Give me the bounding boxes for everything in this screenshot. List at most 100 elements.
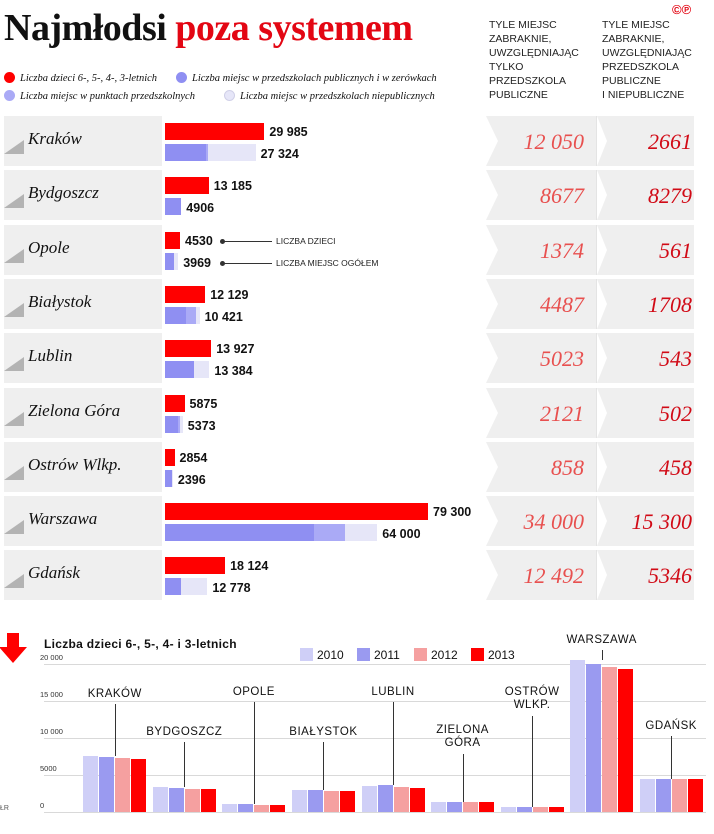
row-divider-line	[596, 225, 597, 275]
row-panel-chevron	[486, 279, 498, 329]
legend-dot	[176, 72, 187, 83]
row-divider-line	[596, 170, 597, 220]
column-header-all-line: ZABRAKNIE,	[602, 33, 665, 45]
bottom-legend-item: 2011	[357, 648, 400, 662]
category-pointer-line	[532, 716, 534, 807]
legend-label: Liczba dzieci 6-, 5-, 4-, 3-letnich	[20, 73, 158, 84]
places-bar-segment	[171, 470, 173, 487]
bar	[516, 806, 532, 812]
gridline	[44, 701, 706, 702]
category-pointer-line	[671, 736, 673, 779]
row-panel-chevron	[486, 496, 498, 546]
places-label: 10 421	[204, 310, 243, 324]
column-header-public-line: PRZEDSZKOLA	[489, 75, 567, 87]
row-divider-chevron	[597, 388, 607, 438]
row-arrow-icon	[4, 574, 24, 588]
row-arrow-icon	[4, 520, 24, 534]
row-city-name: Bydgoszcz	[28, 183, 99, 202]
row-divider-chevron	[597, 442, 607, 492]
row-arrow-icon	[4, 140, 24, 154]
annotation-dot	[220, 261, 225, 266]
row-city-name: Warszawa	[28, 509, 98, 528]
bottom-legend-label: 2011	[374, 648, 400, 662]
column-header-public-line: ZABRAKNIE,	[489, 33, 552, 45]
row-city-name: Opole	[28, 238, 70, 257]
annotation-line-places	[222, 263, 272, 264]
children-bar	[165, 177, 209, 194]
down-arrow-shape	[0, 633, 27, 663]
bar	[431, 802, 447, 812]
bottom-legend-label: 2012	[431, 648, 458, 662]
category-pointer-line	[323, 742, 325, 790]
children-bar	[165, 123, 265, 140]
gridline	[44, 812, 706, 813]
row-divider-line	[596, 333, 597, 383]
column-header-public-line: TYLE MIEJSC	[489, 19, 557, 31]
y-tick-label: 10 000	[40, 727, 63, 736]
bottom-legend-item: 2010	[300, 648, 344, 662]
column-header-all-line: PRZEDSZKOLA	[602, 61, 680, 73]
children-bar	[165, 232, 180, 249]
legend-item-points: Liczba miejsc w punktach przedszkolnych	[4, 90, 195, 102]
children-bar	[165, 449, 175, 466]
bar	[254, 804, 270, 812]
row-bar-panel	[162, 388, 486, 438]
places-bar-segment	[165, 198, 182, 215]
bar	[184, 788, 200, 812]
places-bar-segment	[165, 144, 206, 161]
bottom-legend-swatch	[471, 648, 484, 661]
shortage-all-value: 8279	[648, 183, 692, 208]
category-pointer-line	[253, 702, 255, 804]
legend-label: Liczba miejsc w punktach przedszkolnych	[20, 91, 195, 102]
row-city-name: Zielona Góra	[28, 401, 121, 420]
bar	[409, 787, 425, 812]
shortage-all-value: 561	[659, 238, 692, 263]
places-bar-segment	[165, 361, 194, 378]
column-header-all-line: I NIEPUBLICZNE	[602, 89, 685, 101]
children-bar	[165, 557, 226, 574]
places-bar-segment	[205, 144, 208, 161]
bar	[307, 789, 323, 812]
row-divider-line	[596, 496, 597, 546]
places-bar-segment	[181, 578, 208, 595]
children-label: 13 185	[213, 179, 252, 193]
children-label: 13 927	[216, 342, 255, 356]
bottom-chart-title: Liczba dzieci 6-, 5-, 4- i 3-letnich	[44, 637, 237, 651]
copyright-logo: ©℗	[672, 2, 692, 17]
row-city-name: Kraków	[28, 129, 82, 148]
shortage-all-value: 1708	[648, 292, 692, 317]
category-label-line: GÓRA	[444, 737, 481, 749]
footer-credit: ŁR	[0, 805, 9, 812]
category-label-line: WLKP.	[513, 699, 551, 711]
bottom-legend-item: 2013	[471, 648, 515, 662]
children-label: 12 129	[210, 288, 249, 302]
row-divider-line	[596, 279, 597, 329]
column-header-all: TYLE MIEJSC ZABRAKNIE, UWZGLĘDNIAJĄC PRZ…	[602, 18, 712, 102]
row-panel-chevron	[486, 388, 498, 438]
row-arrow-icon	[4, 303, 24, 317]
category-pointer-line	[601, 650, 603, 661]
places-label: 2396	[177, 473, 206, 487]
places-bar-segment	[313, 524, 346, 541]
row-arrow-icon	[4, 412, 24, 426]
category-label: ZIELONA GÓRA	[413, 724, 513, 750]
places-label: 64 000	[382, 527, 421, 541]
category-label: BIAŁYSTOK	[289, 726, 358, 738]
shortage-all-value: 15 300	[631, 509, 693, 534]
title-part-1: Najmłodsi	[4, 7, 167, 49]
bottom-legend-label: 2010	[317, 648, 344, 662]
places-bar-segment	[196, 307, 200, 324]
bar	[463, 802, 479, 812]
category-label: KRAKÓW	[87, 688, 142, 700]
row-arrow-icon	[4, 466, 24, 480]
row-arrow-icon	[4, 249, 24, 263]
children-label: 18 124	[230, 559, 269, 573]
row-panel-chevron	[486, 225, 498, 275]
row-panel-chevron	[486, 333, 498, 383]
shortage-public-value: 8677	[540, 183, 584, 208]
down-arrow-icon	[0, 633, 27, 663]
places-bar-segment	[185, 307, 197, 324]
children-bar	[165, 286, 206, 303]
annotation-dot	[220, 239, 225, 244]
annotation-children: LICZBA DZIECI	[276, 236, 336, 246]
